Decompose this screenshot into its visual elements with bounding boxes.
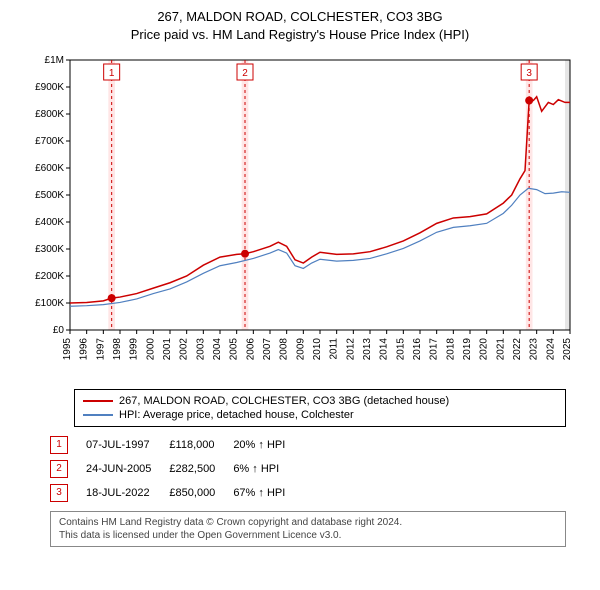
svg-text:2004: 2004 (212, 338, 223, 361)
svg-text:£100K: £100K (35, 298, 64, 309)
svg-text:2015: 2015 (395, 338, 406, 361)
legend-swatch-hpi (83, 414, 113, 416)
legend-label-property: 267, MALDON ROAD, COLCHESTER, CO3 3BG (d… (119, 395, 449, 407)
figure-container: 267, MALDON ROAD, COLCHESTER, CO3 3BG Pr… (0, 0, 600, 551)
svg-text:2024: 2024 (545, 338, 556, 361)
svg-text:2008: 2008 (279, 338, 290, 361)
title-line-2: Price paid vs. HM Land Registry's House … (4, 26, 596, 44)
sales-table: 1 07-JUL-1997£118,00020% ↑ HPI 2 24-JUN-200… (50, 433, 303, 505)
svg-text:2012: 2012 (345, 338, 356, 361)
attribution-footer: Contains HM Land Registry data © Crown c… (50, 511, 566, 547)
svg-text:2020: 2020 (479, 338, 490, 361)
svg-text:2010: 2010 (312, 338, 323, 361)
sale-row: 2 24-JUN-2005£282,5006% ↑ HPI (50, 457, 303, 481)
sale-marker-box: 3 (50, 484, 68, 502)
sale-date: 07-JUL-1997 (86, 433, 169, 457)
svg-text:2: 2 (242, 68, 248, 79)
svg-text:2017: 2017 (429, 338, 440, 361)
svg-text:£900K: £900K (35, 82, 64, 93)
svg-text:2009: 2009 (295, 338, 306, 361)
footer-line-1: Contains HM Land Registry data © Crown c… (59, 516, 557, 529)
svg-text:2013: 2013 (362, 338, 373, 361)
svg-text:1997: 1997 (95, 338, 106, 361)
svg-text:2021: 2021 (495, 338, 506, 361)
sale-row: 1 07-JUL-1997£118,00020% ↑ HPI (50, 433, 303, 457)
svg-text:£600K: £600K (35, 163, 64, 174)
sale-price: £850,000 (169, 481, 233, 505)
legend: 267, MALDON ROAD, COLCHESTER, CO3 3BG (d… (74, 389, 566, 427)
sale-vs-hpi: 6% ↑ HPI (233, 457, 303, 481)
legend-item-property: 267, MALDON ROAD, COLCHESTER, CO3 3BG (d… (83, 394, 557, 408)
price-chart: £0 £100K £200K £300K £400K £500K £600K £700K £80… (20, 50, 580, 380)
svg-text:2000: 2000 (145, 338, 156, 361)
svg-text:2001: 2001 (162, 338, 173, 361)
sale-date: 18-JUL-2022 (86, 481, 169, 505)
svg-text:2019: 2019 (462, 338, 473, 361)
svg-text:£800K: £800K (35, 109, 64, 120)
svg-text:£200K: £200K (35, 271, 64, 282)
svg-text:2007: 2007 (262, 338, 273, 361)
title-line-1: 267, MALDON ROAD, COLCHESTER, CO3 3BG (4, 8, 596, 26)
chart-area: £0 £100K £200K £300K £400K £500K £600K £700K £80… (20, 50, 580, 385)
svg-text:2002: 2002 (179, 338, 190, 361)
svg-text:3: 3 (526, 68, 532, 79)
svg-text:2022: 2022 (512, 338, 523, 361)
sale-marker-box: 1 (50, 436, 68, 454)
svg-text:1998: 1998 (112, 338, 123, 361)
svg-text:2016: 2016 (412, 338, 423, 361)
svg-text:£300K: £300K (35, 244, 64, 255)
svg-text:2023: 2023 (529, 338, 540, 361)
legend-swatch-property (83, 400, 113, 402)
svg-text:2014: 2014 (379, 338, 390, 361)
footer-line-2: This data is licensed under the Open Gov… (59, 529, 557, 542)
svg-text:£700K: £700K (35, 136, 64, 147)
svg-text:2003: 2003 (195, 338, 206, 361)
svg-text:1: 1 (109, 68, 115, 79)
svg-text:£500K: £500K (35, 190, 64, 201)
svg-text:2011: 2011 (329, 338, 340, 360)
svg-text:1995: 1995 (62, 338, 73, 361)
legend-label-hpi: HPI: Average price, detached house, Colc… (119, 409, 354, 421)
legend-item-hpi: HPI: Average price, detached house, Colc… (83, 408, 557, 422)
svg-text:£1M: £1M (45, 55, 64, 66)
svg-text:£0: £0 (53, 325, 65, 336)
sale-vs-hpi: 20% ↑ HPI (233, 433, 303, 457)
sale-marker-box: 2 (50, 460, 68, 478)
sale-price: £118,000 (169, 433, 233, 457)
svg-text:1996: 1996 (79, 338, 90, 361)
svg-text:2018: 2018 (445, 338, 456, 361)
svg-text:2006: 2006 (245, 338, 256, 361)
sale-date: 24-JUN-2005 (86, 457, 169, 481)
svg-text:2025: 2025 (562, 338, 573, 361)
sale-vs-hpi: 67% ↑ HPI (233, 481, 303, 505)
svg-text:1999: 1999 (129, 338, 140, 361)
sale-price: £282,500 (169, 457, 233, 481)
svg-text:2005: 2005 (229, 338, 240, 361)
sale-row: 3 18-JUL-2022£850,00067% ↑ HPI (50, 481, 303, 505)
svg-text:£400K: £400K (35, 217, 64, 228)
